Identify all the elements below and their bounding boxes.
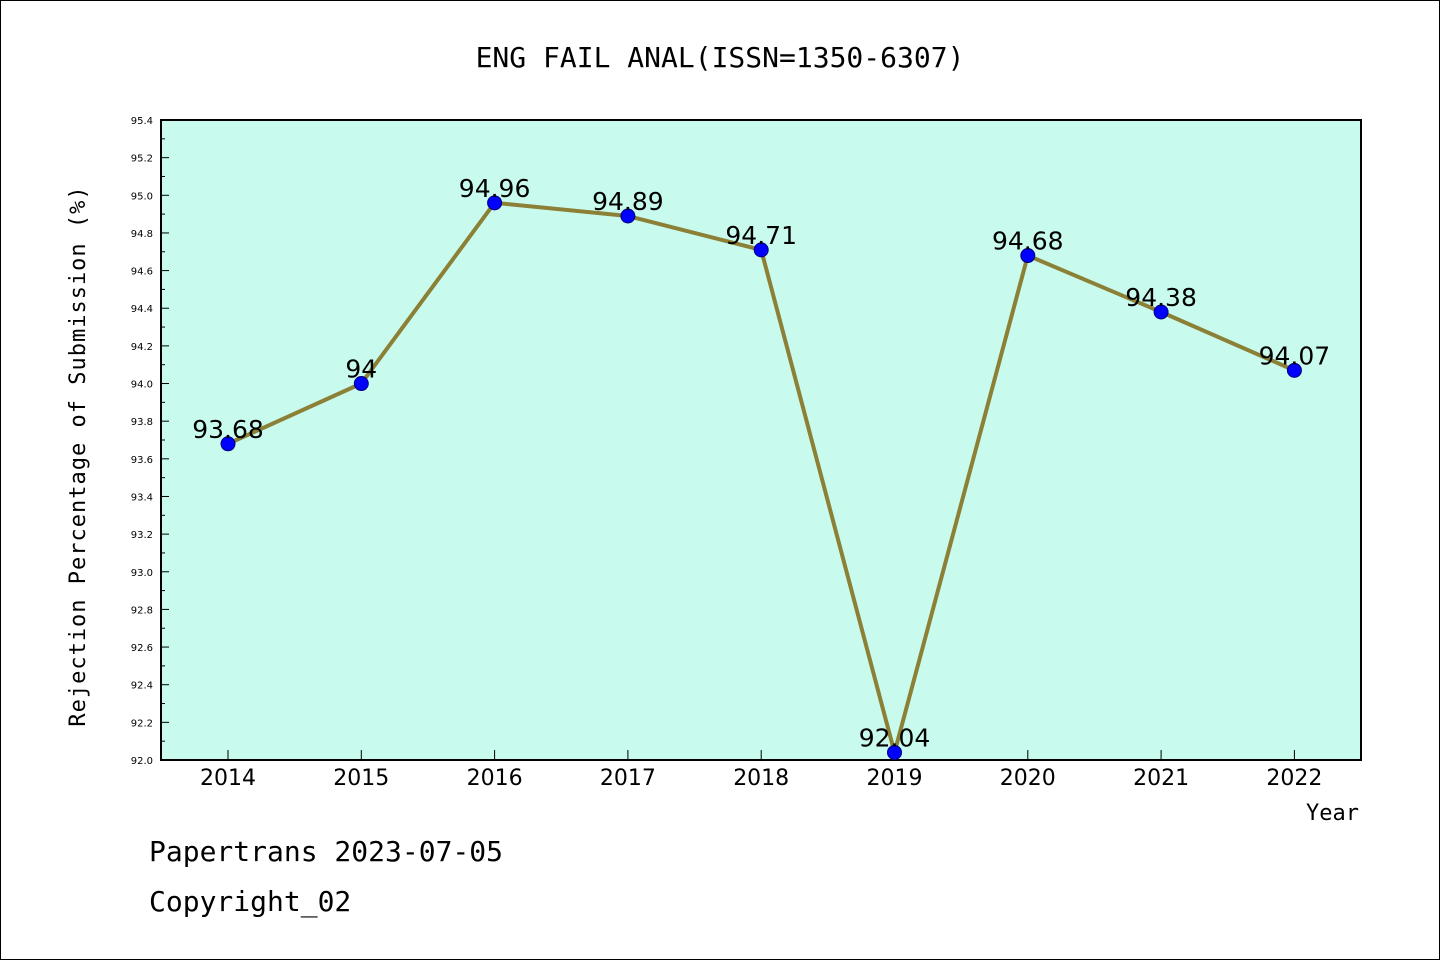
data-point bbox=[1286, 362, 1302, 378]
y-tick-label: 93.8 bbox=[131, 417, 153, 428]
data-point bbox=[620, 208, 636, 224]
data-label: 94.96 bbox=[459, 174, 531, 203]
data-label: 92.04 bbox=[859, 723, 931, 752]
y-tick-label: 95.0 bbox=[131, 191, 153, 202]
series-markers bbox=[220, 195, 1302, 760]
y-tick-label: 94.6 bbox=[131, 267, 153, 278]
x-axis-label: Year bbox=[1306, 801, 1359, 826]
data-label: 94 bbox=[345, 355, 377, 384]
plot-area bbox=[160, 119, 1362, 761]
y-axis: 92.0 92.2 92.4 92.6 92.8 93.0 93.2 93.4 93.6 93.8… bbox=[131, 116, 169, 767]
y-tick-label: 95.4 bbox=[131, 116, 153, 127]
data-point bbox=[487, 195, 503, 211]
y-tick-label: 94.8 bbox=[131, 229, 153, 240]
data-point bbox=[353, 376, 369, 392]
data-label: 94.07 bbox=[1259, 341, 1331, 370]
data-point bbox=[887, 744, 902, 760]
y-tick-label: 92.4 bbox=[131, 681, 153, 692]
x-tick-label: 2022 bbox=[1266, 766, 1322, 791]
y-tick-label: 93.6 bbox=[131, 455, 153, 466]
y-tick-label: 94.0 bbox=[131, 380, 153, 391]
data-label: 94.89 bbox=[592, 187, 664, 216]
y-tick-label: 92.2 bbox=[131, 718, 153, 729]
x-tick-label: 2014 bbox=[200, 766, 256, 791]
y-tick-label: 94.2 bbox=[131, 342, 153, 353]
y-tick-label: 95.2 bbox=[131, 154, 153, 165]
y-tick-label: 93.4 bbox=[131, 492, 153, 503]
data-label: 94.68 bbox=[992, 227, 1064, 256]
data-label: 93.68 bbox=[192, 415, 264, 444]
data-point bbox=[1020, 248, 1036, 264]
y-tick-label: 92.8 bbox=[131, 605, 153, 616]
data-label: 94.38 bbox=[1125, 283, 1197, 312]
footer-date: Papertrans 2023-07-05 bbox=[149, 835, 504, 868]
chart-title: ENG FAIL ANAL(ISSN=1350-6307) bbox=[476, 41, 965, 74]
y-tick-label: 93.0 bbox=[131, 568, 153, 579]
y-axis-label: Rejection Percentage of Submission (%) bbox=[66, 185, 91, 726]
y-tick-label: 92.6 bbox=[131, 643, 153, 654]
x-tick-label: 2018 bbox=[733, 766, 789, 791]
x-tick-label: 2015 bbox=[333, 766, 389, 791]
y-tick-label: 92.0 bbox=[131, 756, 153, 767]
x-tick-label: 2021 bbox=[1133, 766, 1189, 791]
data-label: 94.71 bbox=[725, 221, 797, 250]
x-tick-label: 2020 bbox=[1000, 766, 1056, 791]
data-point bbox=[753, 242, 769, 258]
data-point bbox=[220, 436, 236, 452]
data-point bbox=[1153, 304, 1169, 320]
x-tick-label: 2016 bbox=[467, 766, 523, 791]
x-tick-label: 2019 bbox=[867, 766, 923, 791]
x-axis: 2014 2015 2016 2017 2018 2019 2020 2021 2022 bbox=[200, 750, 1322, 791]
y-tick-label: 94.4 bbox=[131, 304, 153, 315]
x-tick-label: 2017 bbox=[600, 766, 656, 791]
footer-copyright: Copyright_02 bbox=[149, 885, 352, 918]
y-tick-label: 93.2 bbox=[131, 530, 153, 541]
data-labels: 93.68 94 94.96 94.89 94.71 92.04 94.68 94.38 94.… bbox=[192, 174, 1330, 753]
